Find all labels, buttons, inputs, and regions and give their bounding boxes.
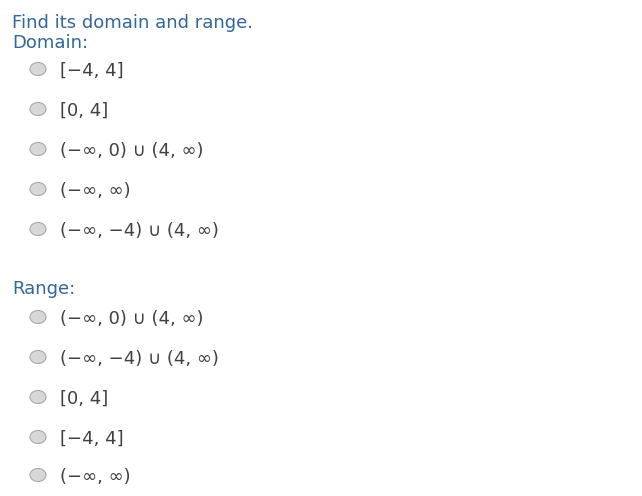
Text: (−∞, 0) ∪ (4, ∞): (−∞, 0) ∪ (4, ∞) [60, 310, 204, 328]
Ellipse shape [30, 223, 46, 236]
Text: Domain:: Domain: [12, 34, 88, 52]
Text: Find its domain and range.: Find its domain and range. [12, 14, 253, 32]
Text: [0, 4]: [0, 4] [60, 390, 108, 408]
Ellipse shape [30, 469, 46, 482]
Ellipse shape [30, 351, 46, 364]
Text: (−∞, ∞): (−∞, ∞) [60, 468, 130, 486]
Text: [−4, 4]: [−4, 4] [60, 62, 124, 80]
Text: (−∞, −4) ∪ (4, ∞): (−∞, −4) ∪ (4, ∞) [60, 222, 219, 240]
Ellipse shape [30, 183, 46, 195]
Text: (−∞, ∞): (−∞, ∞) [60, 182, 130, 200]
Text: (−∞, −4) ∪ (4, ∞): (−∞, −4) ∪ (4, ∞) [60, 350, 219, 368]
Text: (−∞, 0) ∪ (4, ∞): (−∞, 0) ∪ (4, ∞) [60, 142, 204, 160]
Ellipse shape [30, 310, 46, 323]
Ellipse shape [30, 62, 46, 75]
Ellipse shape [30, 431, 46, 443]
Ellipse shape [30, 390, 46, 404]
Text: Range:: Range: [12, 280, 75, 298]
Text: [−4, 4]: [−4, 4] [60, 430, 124, 448]
Ellipse shape [30, 103, 46, 116]
Text: [0, 4]: [0, 4] [60, 102, 108, 120]
Ellipse shape [30, 142, 46, 156]
